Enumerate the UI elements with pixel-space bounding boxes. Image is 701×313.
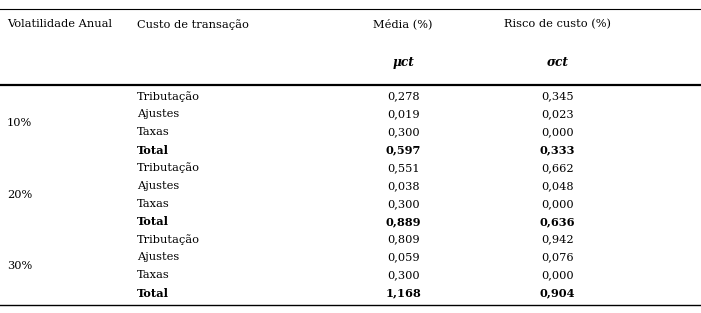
Text: 20%: 20% bbox=[7, 190, 32, 200]
Text: 0,300: 0,300 bbox=[387, 127, 419, 137]
Text: Volatilidade Anual: Volatilidade Anual bbox=[7, 19, 112, 29]
Text: Risco de custo (%): Risco de custo (%) bbox=[504, 19, 611, 29]
Text: 10%: 10% bbox=[7, 118, 32, 128]
Text: 0,000: 0,000 bbox=[541, 127, 573, 137]
Text: 0,300: 0,300 bbox=[387, 199, 419, 209]
Text: Total: Total bbox=[137, 216, 169, 227]
Text: Ajustes: Ajustes bbox=[137, 110, 179, 120]
Text: Tributação: Tributação bbox=[137, 91, 200, 102]
Text: 1,168: 1,168 bbox=[386, 288, 421, 299]
Text: 0,597: 0,597 bbox=[386, 145, 421, 156]
Text: 0,662: 0,662 bbox=[541, 163, 573, 173]
Text: 0,278: 0,278 bbox=[387, 92, 419, 102]
Text: Taxas: Taxas bbox=[137, 127, 170, 137]
Text: Total: Total bbox=[137, 145, 169, 156]
Text: 0,059: 0,059 bbox=[387, 252, 419, 262]
Text: 0,019: 0,019 bbox=[387, 110, 419, 120]
Text: 0,048: 0,048 bbox=[541, 181, 573, 191]
Text: 0,076: 0,076 bbox=[541, 252, 573, 262]
Text: Ajustes: Ajustes bbox=[137, 252, 179, 262]
Text: 0,904: 0,904 bbox=[540, 288, 575, 299]
Text: Custo de transação: Custo de transação bbox=[137, 19, 249, 30]
Text: Taxas: Taxas bbox=[137, 270, 170, 280]
Text: Tributação: Tributação bbox=[137, 163, 200, 173]
Text: Tributação: Tributação bbox=[137, 234, 200, 245]
Text: σct: σct bbox=[546, 56, 569, 69]
Text: 0,942: 0,942 bbox=[541, 234, 573, 244]
Text: Total: Total bbox=[137, 288, 169, 299]
Text: μct: μct bbox=[392, 56, 414, 69]
Text: 0,000: 0,000 bbox=[541, 270, 573, 280]
Text: Média (%): Média (%) bbox=[374, 19, 433, 29]
Text: 0,636: 0,636 bbox=[540, 216, 575, 227]
Text: 30%: 30% bbox=[7, 261, 32, 271]
Text: 0,000: 0,000 bbox=[541, 199, 573, 209]
Text: 0,333: 0,333 bbox=[540, 145, 575, 156]
Text: 0,038: 0,038 bbox=[387, 181, 419, 191]
Text: Taxas: Taxas bbox=[137, 199, 170, 209]
Text: Ajustes: Ajustes bbox=[137, 181, 179, 191]
Text: 0,809: 0,809 bbox=[387, 234, 419, 244]
Text: 0,889: 0,889 bbox=[386, 216, 421, 227]
Text: 0,300: 0,300 bbox=[387, 270, 419, 280]
Text: 0,551: 0,551 bbox=[387, 163, 419, 173]
Text: 0,023: 0,023 bbox=[541, 110, 573, 120]
Text: 0,345: 0,345 bbox=[541, 92, 573, 102]
